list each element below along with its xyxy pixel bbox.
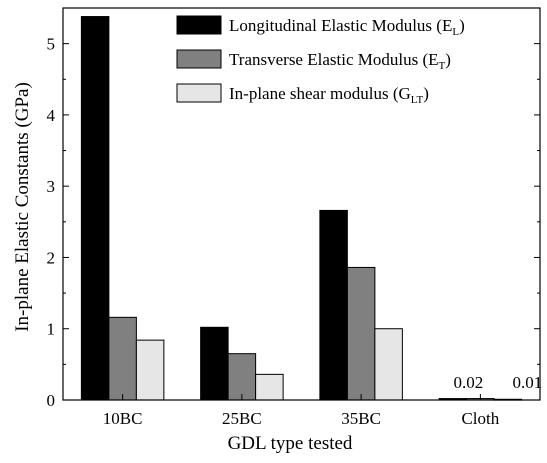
y-axis: 0 1 2 3 4 5 <box>47 7 540 410</box>
legend-entry-label: Longitudinal Elastic Modulus (E <box>229 16 452 35</box>
bar <box>80 16 110 401</box>
plot-frame <box>62 7 541 401</box>
legend-swatch <box>176 83 222 103</box>
y-tick-label: 3 <box>47 177 56 196</box>
x-axis: 10BC 25BC 35BC Cloth <box>103 394 500 428</box>
legend-entry-label: In-plane shear modulus (G <box>229 84 411 103</box>
y-tick-label: 4 <box>47 106 56 125</box>
y-tick-label: 0 <box>47 391 56 410</box>
y-tick-label: 5 <box>47 35 56 54</box>
legend-entry-close: ) <box>423 84 429 103</box>
legend-entry-close: ) <box>459 16 465 35</box>
bar <box>319 209 348 401</box>
x-tick-label: 35BC <box>341 409 381 428</box>
x-tick-label: 10BC <box>103 409 143 428</box>
bar <box>255 373 284 401</box>
bar <box>200 326 229 401</box>
bar <box>374 328 403 401</box>
bar <box>346 266 376 401</box>
legend-entry-subscript: T <box>439 60 446 72</box>
bar <box>108 316 137 401</box>
legend-entry-subscript: L <box>452 26 459 38</box>
legend-entry-label: Transverse Elastic Modulus (E <box>229 50 439 69</box>
legend: Longitudinal Elastic Modulus (EL)Transve… <box>176 15 465 106</box>
value-annotation: 0.01 <box>513 373 543 392</box>
value-annotation: 0.02 <box>454 373 484 392</box>
legend-entry: Transverse Elastic Modulus (ET) <box>229 50 451 72</box>
bar <box>227 353 257 401</box>
y-axis-label: In-plane Elastic Constants (GPa) <box>12 82 33 332</box>
y-tick-label: 1 <box>47 320 56 339</box>
x-axis-label: GDL type tested <box>228 433 353 454</box>
y-tick-label: 2 <box>47 248 56 267</box>
annotations: 0.02 0.01 <box>454 373 543 392</box>
legend-swatch <box>176 49 222 69</box>
legend-entry-subscript: LT <box>411 94 424 106</box>
legend-entry-close: ) <box>445 50 451 69</box>
x-tick-label: Cloth <box>461 409 499 428</box>
legend-swatch <box>176 15 222 35</box>
bars-layer <box>80 16 523 401</box>
x-tick-label: 25BC <box>222 409 262 428</box>
legend-entry: In-plane shear modulus (GLT) <box>229 84 429 106</box>
legend-entry: Longitudinal Elastic Modulus (EL) <box>229 16 465 38</box>
bar <box>135 339 165 401</box>
